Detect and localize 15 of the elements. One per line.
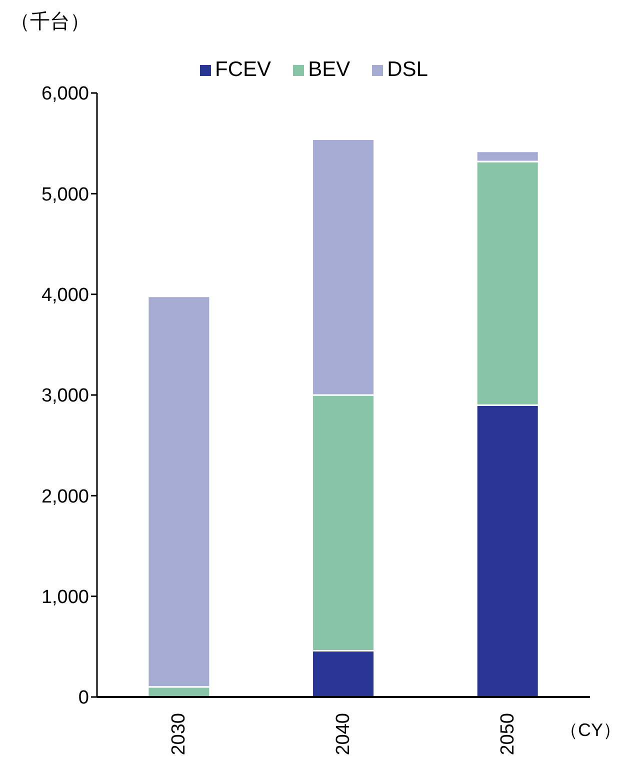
y-tick-label: 5,000 (41, 184, 89, 206)
legend-label: BEV (308, 58, 350, 81)
y-tick-label: 0 (78, 688, 89, 709)
y-tick-label: 6,000 (41, 84, 89, 105)
y-tick-label: 1,000 (41, 587, 89, 608)
y-tick-label: 2,000 (41, 486, 89, 508)
y-tick-label: 4,000 (41, 285, 89, 306)
text: （CY） (560, 719, 621, 742)
y-axis-title: （千台） (10, 10, 90, 35)
legend-label: FCEV (215, 58, 272, 81)
legend-label: DSL (387, 58, 428, 81)
x-tick-label: 2030 (168, 713, 190, 756)
x-tick-label: 2040 (333, 713, 354, 756)
x-tick-label: 2050 (497, 713, 518, 756)
y-tick-label: 3,000 (41, 386, 89, 407)
